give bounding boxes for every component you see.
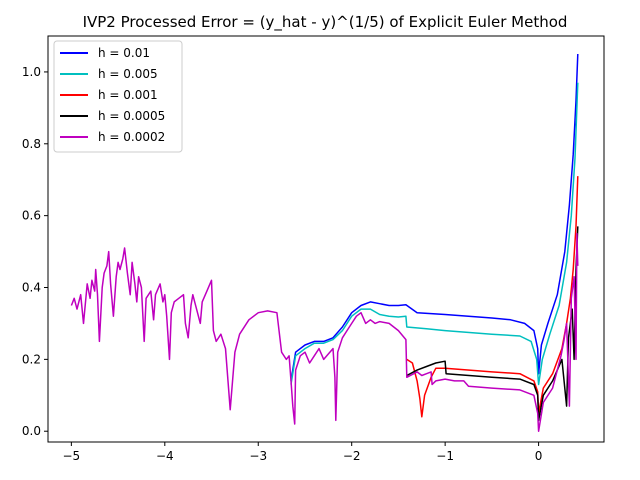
legend-label-3: h = 0.0005 bbox=[98, 109, 165, 123]
x-axis: −5 −4 −3 −2 −1 0 bbox=[63, 442, 543, 463]
series-line-2 bbox=[406, 176, 579, 418]
y-tick-label: 0.8 bbox=[22, 137, 41, 151]
legend-label-0: h = 0.01 bbox=[98, 46, 150, 60]
legend-box bbox=[53, 40, 183, 153]
y-tick-label: 0.0 bbox=[22, 424, 41, 438]
x-tick-label: −3 bbox=[249, 449, 267, 463]
legend: h = 0.01 h = 0.005 h = 0.001 h = 0.0005 h = … bbox=[53, 40, 183, 153]
series-line-4 bbox=[70, 232, 579, 432]
x-tick-label: −2 bbox=[343, 449, 361, 463]
plot-frame bbox=[47, 35, 605, 443]
series-layer bbox=[70, 53, 579, 432]
x-tick-label: 0 bbox=[535, 449, 543, 463]
legend-label-4: h = 0.0002 bbox=[98, 130, 165, 144]
x-tick-label: −5 bbox=[63, 449, 81, 463]
y-tick-label: 0.4 bbox=[22, 281, 41, 295]
series-line-1 bbox=[290, 82, 579, 386]
y-axis: 0.0 0.2 0.4 0.6 0.8 1.0 bbox=[22, 65, 48, 438]
y-tick-label: 1.0 bbox=[22, 65, 41, 79]
y-tick-label: 0.6 bbox=[22, 209, 41, 223]
legend-label-1: h = 0.005 bbox=[98, 67, 158, 81]
x-tick-label: −1 bbox=[436, 449, 454, 463]
legend-label-2: h = 0.001 bbox=[98, 88, 158, 102]
chart-title: IVP2 Processed Error = (y_hat - y)^(1/5)… bbox=[83, 13, 568, 32]
series-line-0 bbox=[290, 53, 579, 382]
x-tick-label: −4 bbox=[156, 449, 174, 463]
y-tick-label: 0.2 bbox=[22, 352, 41, 366]
